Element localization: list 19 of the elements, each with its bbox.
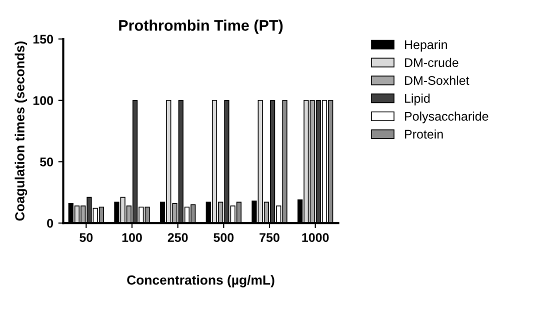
x-tick-label: 100 bbox=[122, 233, 142, 242]
legend-label: Lipid bbox=[405, 94, 430, 106]
legend-label: DM-crude bbox=[405, 58, 458, 68]
x-tick-label: 50 bbox=[80, 233, 93, 242]
y-tick-label: 50 bbox=[40, 158, 54, 166]
x-axis-title: Concentrations (µg/mL) bbox=[127, 275, 274, 288]
chart-title: Prothrombin Time (PT) bbox=[119, 20, 283, 34]
y-tick-label: 150 bbox=[33, 34, 54, 44]
legend-label: DM-Soxhlet bbox=[405, 76, 470, 85]
y-tick-label: 0 bbox=[47, 218, 54, 228]
x-tick-label: 750 bbox=[260, 233, 280, 242]
y-tick-label: 100 bbox=[33, 96, 54, 106]
legend-label: Heparin bbox=[405, 40, 447, 52]
x-tick-label: 250 bbox=[168, 233, 188, 242]
y-axis-title: Coagulation times (seconds) bbox=[14, 42, 28, 221]
x-tick-label: 500 bbox=[214, 233, 234, 242]
legend-label: Protein bbox=[405, 129, 443, 139]
x-tick-label: 1000 bbox=[302, 233, 329, 242]
legend-label: Polysaccharide bbox=[405, 112, 488, 124]
